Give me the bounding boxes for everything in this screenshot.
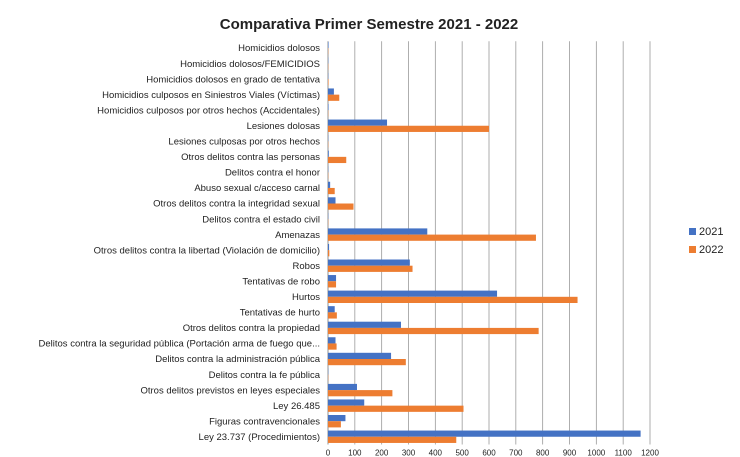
- bar-2021: [328, 197, 336, 204]
- bar-2022: [328, 203, 354, 210]
- x-tick-label: 1200: [641, 449, 659, 457]
- category-label: Robos: [293, 261, 321, 272]
- x-tick-label: 800: [536, 449, 550, 457]
- category-label: Delitos contra la administración pública: [155, 354, 320, 365]
- category-label: Abuso sexual c/acceso carnal: [194, 183, 320, 194]
- bar-2022: [328, 94, 340, 101]
- category-label: Homicidios culposos por otros hechos (Ac…: [97, 105, 320, 116]
- category-label: Homicidios dolosos en grado de tentativa: [146, 74, 320, 85]
- bar-2021: [328, 352, 392, 359]
- legend-label: 2021: [699, 226, 723, 238]
- bar-2021: [328, 290, 498, 297]
- bar-2022: [328, 281, 337, 288]
- legend: 2021 2022: [689, 226, 723, 256]
- bar-2021: [328, 119, 388, 126]
- category-label: Otros delitos contra la propiedad: [183, 323, 320, 334]
- bar-2022: [328, 296, 578, 303]
- bar-2022: [328, 265, 413, 272]
- category-label: Amenazas: [275, 230, 320, 241]
- bar-2022: [328, 436, 457, 443]
- x-tick-label: 700: [509, 449, 523, 457]
- bar-2022: [328, 359, 406, 366]
- category-label: Lesiones dolosas: [247, 121, 321, 132]
- x-tick-label: 600: [482, 449, 496, 457]
- bar-2021: [328, 104, 329, 111]
- legend-swatch-2021: [689, 228, 696, 235]
- category-label: Otros delitos contra la libertad (Violac…: [94, 245, 320, 256]
- x-tick-label: 0: [326, 449, 331, 457]
- x-tick-label: 1100: [615, 449, 633, 457]
- x-tick-label: 300: [402, 449, 416, 457]
- bar-2022: [328, 156, 347, 164]
- category-label: Hurtos: [292, 292, 320, 303]
- bar-2021: [328, 275, 337, 282]
- bar-2022: [328, 79, 329, 86]
- x-tick-label: 500: [455, 449, 469, 457]
- bars: [328, 41, 641, 443]
- category-labels: Homicidios dolosos Homicidios dolosos/FEM…: [39, 43, 321, 443]
- bar-2021: [328, 88, 334, 95]
- category-label: Figuras contravencionales: [209, 416, 320, 427]
- category-label: Lesiones culposas por otros hechos: [168, 137, 320, 148]
- bar-2022: [328, 312, 337, 319]
- x-tick-label: 1000: [587, 449, 605, 457]
- category-label: Delitos contra la fe pública: [209, 370, 321, 381]
- category-label: Otros delitos contra la integridad sexua…: [153, 199, 320, 210]
- category-label: Otros delitos contra las personas: [181, 152, 320, 163]
- bar-2021: [328, 321, 401, 328]
- gridlines: [327, 41, 651, 445]
- category-label: Tentativas de robo: [242, 276, 320, 287]
- category-label: Homicidios dolosos/FEMICIDIOS: [180, 59, 320, 70]
- x-tick-label: 100: [348, 449, 362, 457]
- bar-2022: [328, 421, 341, 428]
- category-label: Ley 23.737 (Procedimientos): [199, 432, 320, 443]
- bar-2021: [328, 259, 410, 266]
- category-label: Homicidios culposos en Siniestros Viales…: [102, 90, 320, 101]
- bar-2022: [328, 343, 337, 350]
- category-label: Delitos contra la seguridad pública (Por…: [39, 339, 320, 350]
- bar-2022: [328, 250, 330, 257]
- bar-2021: [328, 306, 335, 313]
- chart-title: Comparativa Primer Semestre 2021 - 2022: [220, 16, 519, 33]
- bar-2022: [328, 125, 489, 132]
- category-label: Delitos contra el honor: [225, 168, 320, 179]
- category-label: Homicidios dolosos: [238, 43, 320, 54]
- category-label: Tentativas de hurto: [240, 308, 320, 319]
- bar-2022: [328, 187, 335, 195]
- bar-2021: [328, 383, 357, 391]
- bar-2021: [328, 399, 365, 406]
- x-tick-label: 200: [375, 449, 389, 457]
- bar-2022: [328, 327, 539, 335]
- bar-2021: [328, 228, 428, 235]
- x-tick-label: 400: [429, 449, 443, 457]
- category-label: Delitos contra el estado civil: [202, 214, 320, 225]
- legend-label: 2022: [699, 244, 723, 256]
- bar-2021: [328, 430, 641, 437]
- category-label: Otros delitos previstos en leyes especia…: [140, 385, 320, 396]
- category-label: Ley 26.485: [273, 401, 320, 412]
- x-tick-label: 900: [563, 449, 577, 457]
- bar-2021: [328, 41, 329, 48]
- bar-2022: [328, 234, 536, 241]
- bar-2022: [328, 405, 464, 412]
- bar-2021: [328, 337, 336, 344]
- bar-2021: [328, 415, 346, 422]
- bar-2022: [328, 390, 393, 397]
- x-axis-ticks: 0 100 200 300 400 500 600 700 800 900 1000 1100 1200: [326, 449, 660, 457]
- bar-2021: [328, 181, 331, 188]
- bar-2021: [328, 150, 329, 157]
- legend-swatch-2022: [689, 246, 696, 253]
- bar-2021: [328, 243, 330, 251]
